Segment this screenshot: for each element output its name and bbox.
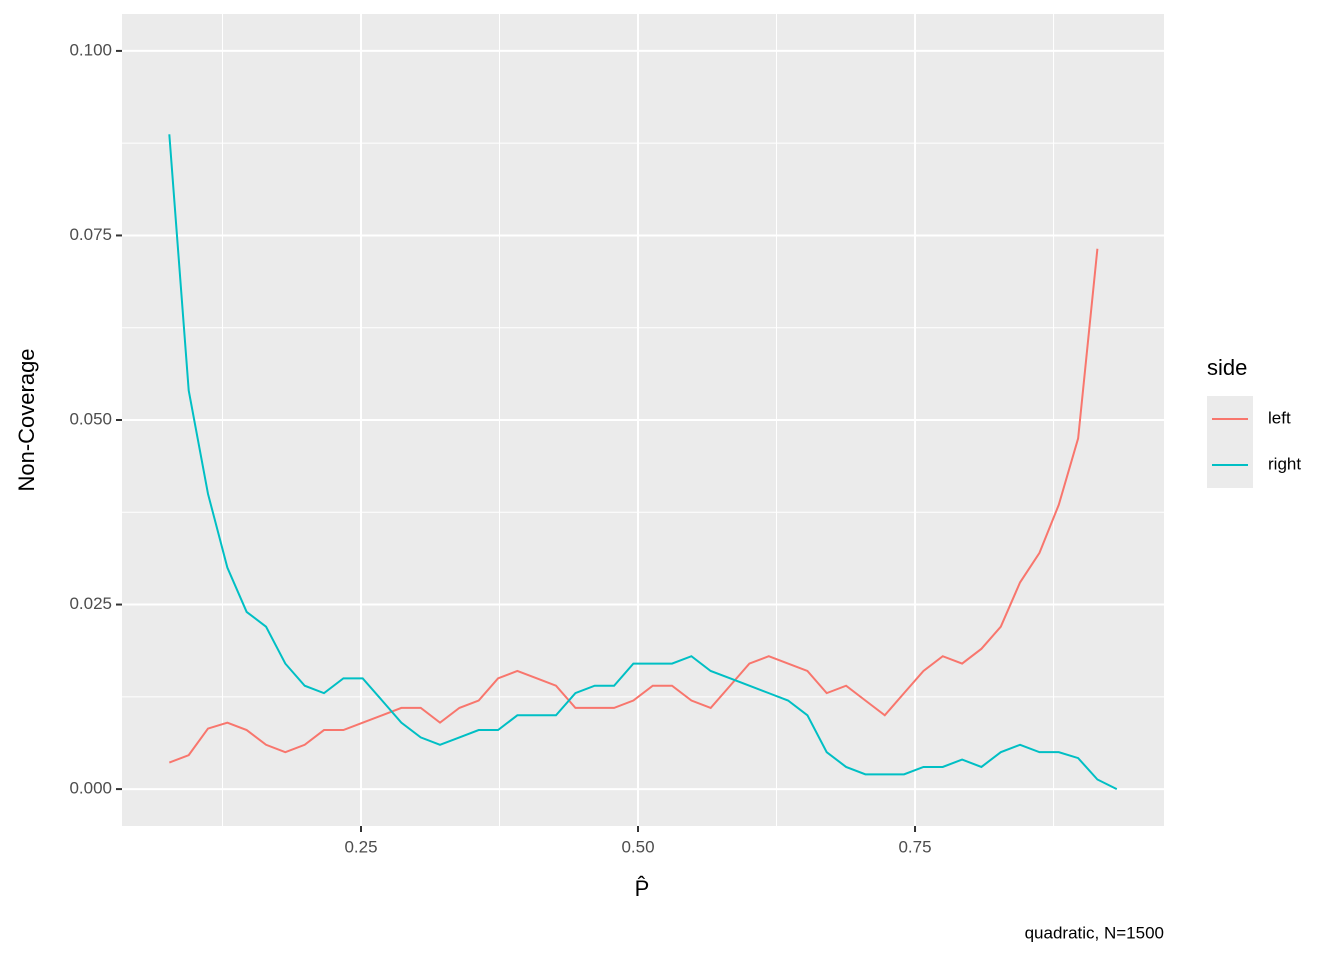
series-line	[168, 248, 1099, 764]
y-tick-label: 0.025	[69, 594, 112, 613]
legend-title: side	[1207, 355, 1247, 380]
x-tick-label: 0.50	[621, 837, 654, 856]
legend-label: right	[1268, 454, 1301, 473]
y-tick-label: 0.000	[69, 779, 112, 798]
legend-label: left	[1268, 408, 1291, 427]
caption: quadratic, N=1500	[1025, 923, 1164, 942]
x-tick-label: 0.75	[898, 837, 931, 856]
x-axis-title: P̂	[635, 876, 650, 901]
y-axis-title: Non-Coverage	[14, 348, 39, 491]
y-tick-label: 0.075	[69, 225, 112, 244]
y-tick-label: 0.100	[69, 40, 112, 59]
x-tick-label: 0.25	[344, 837, 377, 856]
series-line	[168, 134, 1118, 790]
y-tick-label: 0.050	[69, 409, 112, 428]
